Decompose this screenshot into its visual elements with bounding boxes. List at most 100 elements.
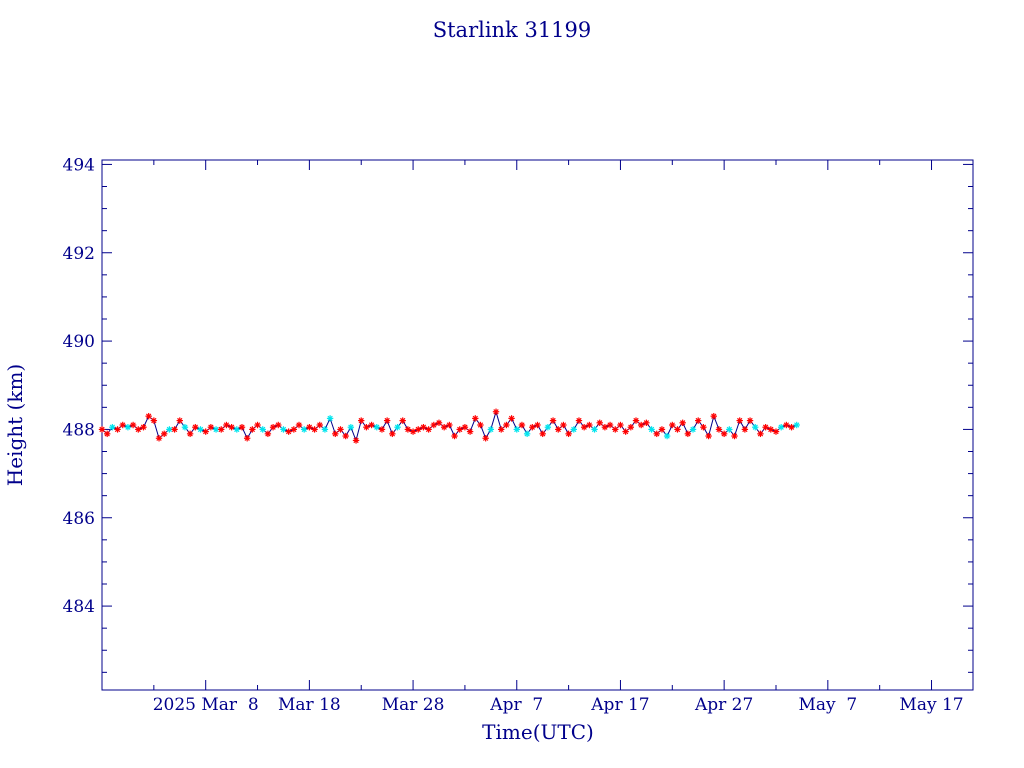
data-point bbox=[783, 421, 790, 429]
data-point bbox=[451, 432, 458, 440]
data-point bbox=[435, 419, 443, 426]
data-point bbox=[103, 430, 111, 438]
data-point bbox=[612, 426, 619, 433]
data-point bbox=[767, 426, 775, 433]
data-point bbox=[192, 424, 199, 431]
data-point bbox=[637, 421, 645, 429]
data-point bbox=[653, 430, 660, 438]
data-point bbox=[461, 424, 469, 431]
data-point bbox=[306, 424, 313, 431]
data-point bbox=[389, 430, 396, 438]
data-point bbox=[715, 426, 723, 433]
data-point bbox=[627, 424, 635, 431]
data-point bbox=[684, 430, 692, 438]
x-axis-ticks bbox=[153, 160, 933, 690]
y-tick-label: 490 bbox=[63, 332, 95, 352]
data-point bbox=[347, 424, 355, 431]
plot-frame bbox=[101, 159, 974, 691]
data-point bbox=[731, 432, 738, 440]
data-point bbox=[793, 421, 800, 429]
y-axis-tick-labels: 484 486 488 490 492 494 bbox=[63, 155, 95, 617]
y-tick-label: 488 bbox=[63, 420, 95, 440]
data-point bbox=[394, 424, 401, 431]
data-point bbox=[622, 428, 629, 435]
data-point bbox=[772, 428, 780, 435]
data-point bbox=[762, 424, 769, 431]
data-point bbox=[181, 424, 189, 431]
data-point bbox=[466, 428, 474, 435]
data-point bbox=[238, 424, 246, 431]
data-point bbox=[233, 426, 240, 433]
data-point bbox=[555, 426, 562, 433]
x-tick-label: Apr 17 bbox=[590, 695, 649, 715]
data-point bbox=[290, 426, 298, 433]
data-point bbox=[752, 424, 759, 431]
data-point bbox=[663, 432, 671, 440]
data-point bbox=[404, 426, 412, 433]
data-point bbox=[710, 412, 717, 420]
data-point bbox=[591, 426, 598, 433]
data-point bbox=[679, 419, 686, 426]
data-point bbox=[223, 421, 230, 429]
data-point bbox=[300, 426, 308, 433]
data-point bbox=[430, 421, 438, 429]
data-point bbox=[726, 426, 733, 433]
data-point bbox=[155, 435, 163, 442]
data-point bbox=[243, 435, 251, 442]
data-point bbox=[332, 430, 339, 438]
data-point bbox=[632, 417, 640, 424]
data-point bbox=[202, 428, 209, 435]
x-tick-label: Apr 7 bbox=[489, 695, 543, 715]
data-point bbox=[700, 424, 707, 431]
data-point bbox=[363, 424, 370, 431]
data-point bbox=[560, 421, 567, 429]
data-point bbox=[254, 421, 261, 429]
y-tick-label: 484 bbox=[63, 597, 95, 617]
data-point bbox=[259, 426, 266, 433]
data-point bbox=[596, 419, 603, 426]
data-point bbox=[140, 424, 147, 431]
data-point bbox=[523, 430, 531, 438]
data-point bbox=[456, 426, 463, 433]
data-point bbox=[648, 426, 655, 433]
data-point bbox=[342, 432, 349, 440]
data-point bbox=[674, 426, 681, 433]
data-point bbox=[669, 421, 676, 429]
data-point bbox=[285, 428, 292, 435]
y-tick-label: 486 bbox=[63, 509, 95, 529]
data-point bbox=[352, 437, 360, 444]
data-point bbox=[425, 426, 432, 433]
data-point bbox=[119, 421, 126, 429]
data-point bbox=[186, 430, 194, 438]
data-point bbox=[586, 421, 593, 429]
data-point bbox=[373, 424, 380, 431]
data-point bbox=[129, 421, 137, 429]
data-point bbox=[207, 424, 215, 431]
data-point bbox=[218, 426, 225, 433]
data-point bbox=[529, 424, 536, 431]
data-point bbox=[383, 417, 391, 424]
data-point bbox=[280, 426, 287, 433]
data-point bbox=[269, 424, 277, 431]
x-tick-label: Apr 27 bbox=[694, 695, 753, 715]
data-point bbox=[503, 421, 510, 429]
y-tick-label: 494 bbox=[63, 155, 95, 175]
data-point bbox=[161, 430, 168, 438]
data-point bbox=[539, 430, 546, 438]
data-point bbox=[135, 426, 142, 433]
data-point bbox=[736, 417, 743, 424]
x-tick-label: Mar 28 bbox=[382, 695, 445, 715]
data-point bbox=[249, 426, 256, 433]
data-point bbox=[705, 432, 712, 440]
data-point bbox=[440, 424, 448, 431]
data-point bbox=[150, 417, 158, 424]
data-point bbox=[757, 430, 764, 438]
data-point bbox=[788, 424, 795, 431]
data-point bbox=[109, 424, 116, 431]
data-point bbox=[98, 426, 106, 433]
data-point bbox=[508, 415, 515, 422]
data-point bbox=[565, 430, 572, 438]
data-point bbox=[321, 426, 329, 433]
data-point bbox=[358, 417, 365, 424]
data-point bbox=[399, 417, 406, 424]
